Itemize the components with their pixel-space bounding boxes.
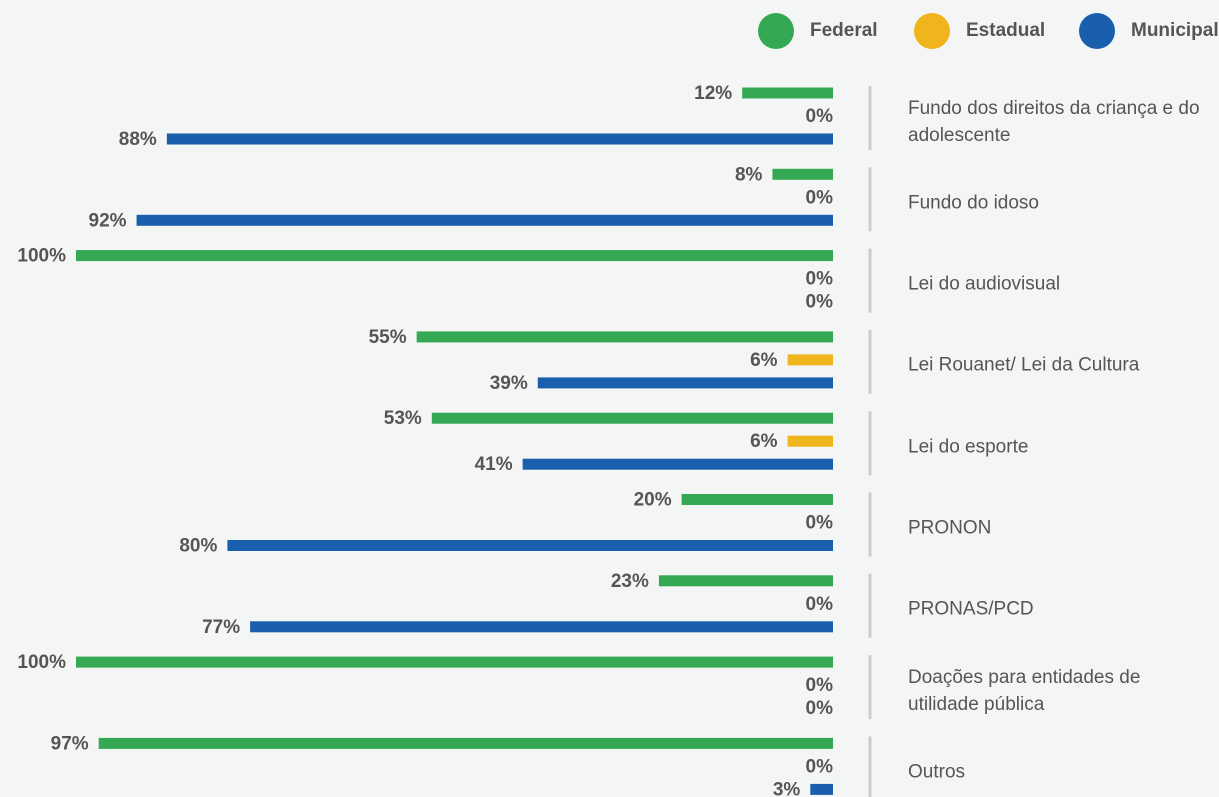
legend-swatch xyxy=(914,13,950,49)
category-label: Doações para entidades de utilidade públ… xyxy=(908,666,1141,715)
value-label: 3% xyxy=(773,779,801,797)
bar xyxy=(537,377,833,389)
bar xyxy=(250,621,834,633)
bar xyxy=(810,783,833,795)
value-label: 88% xyxy=(119,129,157,150)
value-label: 53% xyxy=(384,408,422,429)
value-label: 77% xyxy=(202,617,240,638)
bar xyxy=(416,331,833,343)
value-label: 80% xyxy=(179,536,217,557)
category-label: Lei do esporte xyxy=(908,436,1029,458)
category-label: Outros xyxy=(908,761,966,783)
bar xyxy=(431,412,833,424)
legend-label: Federal xyxy=(810,20,878,41)
value-label: 92% xyxy=(89,210,127,231)
bar xyxy=(76,250,833,262)
value-label: 0% xyxy=(806,269,834,290)
bar xyxy=(522,458,833,470)
value-label: 41% xyxy=(475,454,513,475)
value-label: 0% xyxy=(806,513,834,534)
value-label: 39% xyxy=(490,373,528,394)
value-label: 0% xyxy=(806,187,834,208)
value-label: 20% xyxy=(634,490,672,511)
value-label: 23% xyxy=(611,571,649,592)
legend-swatch xyxy=(758,13,794,49)
value-label: 0% xyxy=(806,106,834,127)
bar xyxy=(98,737,833,749)
value-label: 0% xyxy=(806,756,834,777)
category-label: Fundo dos direitos da criança e do adole… xyxy=(908,97,1200,146)
bar xyxy=(772,168,833,180)
legend-label: Municipal xyxy=(1131,20,1219,41)
value-label: 0% xyxy=(806,292,834,313)
bar xyxy=(227,540,833,551)
value-label: 0% xyxy=(806,594,834,615)
value-label: 55% xyxy=(369,327,407,348)
category-label: Lei do audiovisual xyxy=(908,273,1061,295)
value-label: 0% xyxy=(806,698,834,719)
legend-swatch xyxy=(1079,13,1115,49)
value-label: 100% xyxy=(17,652,66,673)
value-label: 97% xyxy=(51,733,89,754)
value-label: 100% xyxy=(17,246,66,267)
category-label: Fundo do idoso xyxy=(908,192,1039,214)
bar xyxy=(136,214,833,226)
bar xyxy=(787,435,833,447)
value-label: 0% xyxy=(806,675,834,696)
value-label: 12% xyxy=(694,83,732,104)
category-label: Lei Rouanet/ Lei da Cultura xyxy=(908,354,1140,376)
value-label: 6% xyxy=(750,431,778,452)
bar xyxy=(658,575,833,587)
bar xyxy=(76,656,833,668)
bar xyxy=(681,494,833,505)
value-label: 6% xyxy=(750,350,778,371)
category-label: PRONON xyxy=(908,517,992,539)
bar xyxy=(166,133,834,145)
value-label: 8% xyxy=(735,164,763,185)
bar xyxy=(742,87,833,99)
category-label: PRONAS/PCD xyxy=(908,598,1034,620)
legend-label: Estadual xyxy=(966,20,1045,41)
bar xyxy=(787,354,833,366)
